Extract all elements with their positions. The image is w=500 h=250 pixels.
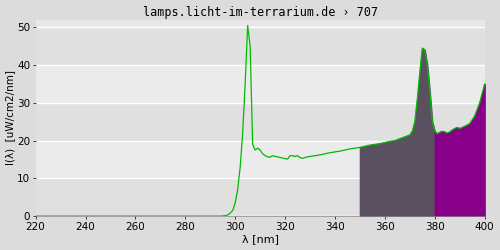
- Bar: [36, 178, 484, 216]
- Y-axis label: I(λ)  [uW/cm2/nm]: I(λ) [uW/cm2/nm]: [6, 70, 16, 166]
- Bar: [36, 65, 484, 103]
- Title: lamps.licht-im-terrarium.de › 707: lamps.licht-im-terrarium.de › 707: [142, 6, 378, 18]
- Bar: [36, 103, 484, 141]
- Bar: [36, 140, 484, 178]
- Bar: [36, 27, 484, 65]
- X-axis label: λ [nm]: λ [nm]: [242, 234, 279, 244]
